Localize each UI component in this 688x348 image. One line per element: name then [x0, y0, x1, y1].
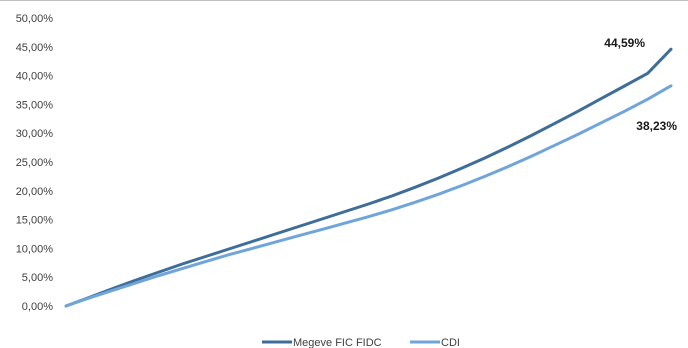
series-line-1: [64, 84, 673, 308]
y-tick-label: 40,00%: [16, 71, 54, 83]
y-tick-label: 5,00%: [22, 272, 53, 284]
legend-label-0: Megeve FIC FIDC: [293, 337, 382, 348]
end-label-1: 38,23%: [636, 119, 677, 133]
y-tick-label: 50,00%: [16, 13, 54, 25]
y-tick-label: 35,00%: [16, 99, 54, 111]
y-tick-label: 30,00%: [16, 128, 54, 140]
series-line-0: [64, 47, 673, 308]
y-axis: 0,00% 5,00% 10,00% 15,00% 20,00% 25,00% 30,00%…: [16, 13, 54, 313]
legend: Megeve FIC FIDC CDI: [262, 337, 460, 348]
series-layer: [64, 47, 673, 308]
end-label-0: 44,59%: [604, 36, 645, 50]
y-tick-label: 45,00%: [16, 42, 54, 54]
y-tick-label: 20,00%: [16, 186, 54, 198]
y-tick-label: 25,00%: [16, 157, 54, 169]
y-tick-label: 10,00%: [16, 243, 54, 255]
legend-label-1: CDI: [441, 337, 460, 348]
end-labels: 44,59% 38,23%: [604, 36, 677, 133]
y-tick-label: 0,00%: [22, 301, 53, 313]
y-tick-label: 15,00%: [16, 215, 54, 227]
